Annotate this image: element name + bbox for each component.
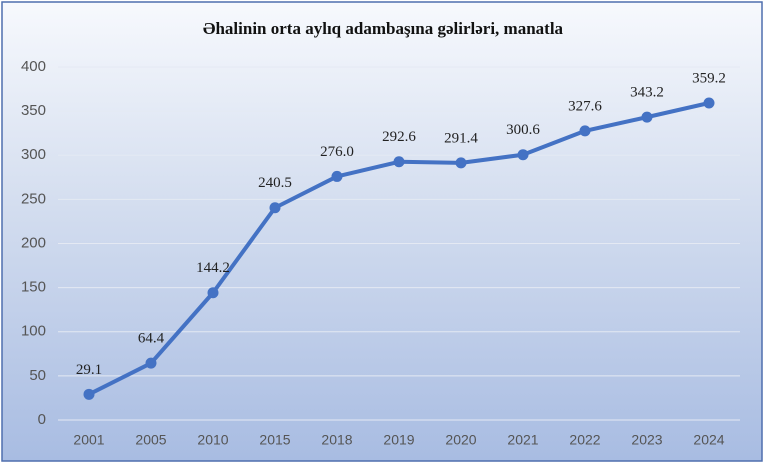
data-label: 291.4 xyxy=(444,130,478,146)
data-point xyxy=(207,287,219,299)
data-point xyxy=(269,202,281,214)
data-label: 64.4 xyxy=(138,331,165,347)
x-tick-label: 2022 xyxy=(569,432,600,448)
data-label: 327.6 xyxy=(568,98,602,114)
x-tick-label: 2001 xyxy=(73,432,104,448)
data-point xyxy=(331,170,343,182)
x-tick-label: 2020 xyxy=(445,432,476,448)
x-tick-label: 2015 xyxy=(259,432,290,448)
data-label: 343.2 xyxy=(630,85,664,101)
chart-title: Əhalinin orta aylıq adambaşına gəlirləri… xyxy=(203,19,564,38)
data-label: 240.5 xyxy=(258,175,292,191)
data-label: 144.2 xyxy=(196,260,230,276)
y-tick-label: 150 xyxy=(21,279,46,296)
data-point xyxy=(703,97,715,109)
x-tick-label: 2024 xyxy=(693,432,724,448)
data-label: 300.6 xyxy=(506,122,540,138)
y-tick-label: 100 xyxy=(21,323,46,340)
data-label: 29.1 xyxy=(76,362,102,378)
data-point xyxy=(517,149,529,161)
y-tick-label: 0 xyxy=(38,411,46,428)
y-tick-label: 300 xyxy=(21,146,46,163)
x-tick-label: 2023 xyxy=(631,432,662,448)
y-tick-label: 250 xyxy=(21,190,46,207)
data-point xyxy=(579,125,591,137)
x-tick-label: 2021 xyxy=(507,432,538,448)
y-tick-label: 400 xyxy=(21,58,46,75)
data-label: 276.0 xyxy=(320,144,354,160)
x-tick-label: 2010 xyxy=(197,432,228,448)
data-point xyxy=(83,388,95,400)
y-tick-label: 350 xyxy=(21,102,46,119)
data-point xyxy=(641,111,653,123)
x-tick-label: 2018 xyxy=(321,432,352,448)
data-point xyxy=(393,156,405,168)
data-label: 359.2 xyxy=(692,70,726,86)
x-tick-label: 2019 xyxy=(383,432,414,448)
data-label: 292.6 xyxy=(382,129,416,145)
data-point xyxy=(145,357,157,369)
y-tick-label: 50 xyxy=(29,367,46,384)
data-point xyxy=(455,157,467,169)
x-tick-label: 2005 xyxy=(135,432,166,448)
y-tick-label: 200 xyxy=(21,234,46,251)
